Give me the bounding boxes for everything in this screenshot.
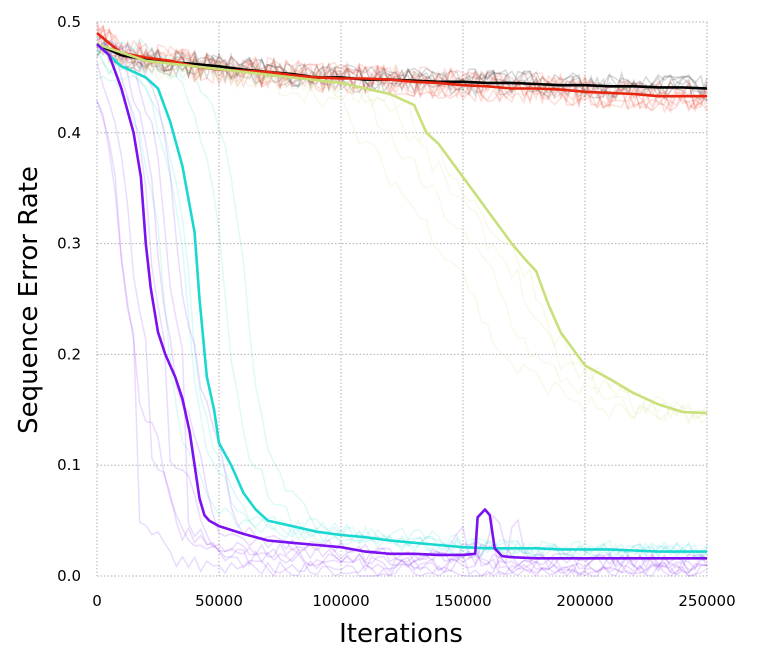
x-tick-label: 100000 [312,592,369,610]
faint-run-line [96,47,708,424]
faint-run-line [96,35,708,101]
x-tick-label: 150000 [434,592,491,610]
y-tick-label: 0.3 [57,235,81,253]
faint-run-line [96,46,708,99]
series-line [96,43,707,560]
faint-run-line [96,27,708,111]
faint-run-line [96,36,708,570]
series-line [96,43,707,553]
faint-run-line [96,100,708,571]
faint-run-line [96,24,708,110]
faint-run-line [96,40,708,578]
x-tick-label: 200000 [556,592,613,610]
faint-run-line [96,100,708,578]
tick-labels: 0 50000 100000 150000 200000 250000 0.0 0.1 0.2 0… [57,13,735,610]
faint-run-line [96,62,708,576]
faint-runs [96,21,708,578]
x-tick-label: 0 [92,592,102,610]
faint-run-line [96,26,708,113]
faint-run-line [96,47,708,561]
y-tick-label: 0.1 [57,456,81,474]
x-tick-label: 50000 [195,592,243,610]
faint-run-line [96,40,708,560]
faint-run-line [96,37,708,560]
faint-run-line [96,39,708,570]
faint-run-line [96,24,708,114]
faint-run-line [96,43,708,422]
series-line [96,42,708,415]
y-axis-label: Sequence Error Rate [14,166,44,434]
faint-run-line [96,46,708,576]
grid [96,21,708,577]
series-lines [96,32,708,560]
y-tick-label: 0.4 [57,124,81,142]
faint-run-line [96,51,708,562]
y-tick-label: 0.0 [57,567,81,585]
x-axis-label: Iterations [339,619,463,649]
y-tick-label: 0.2 [57,345,81,363]
x-tick-label: 250000 [678,592,735,610]
faint-run-line [96,60,708,426]
y-tick-label: 0.5 [57,13,81,31]
